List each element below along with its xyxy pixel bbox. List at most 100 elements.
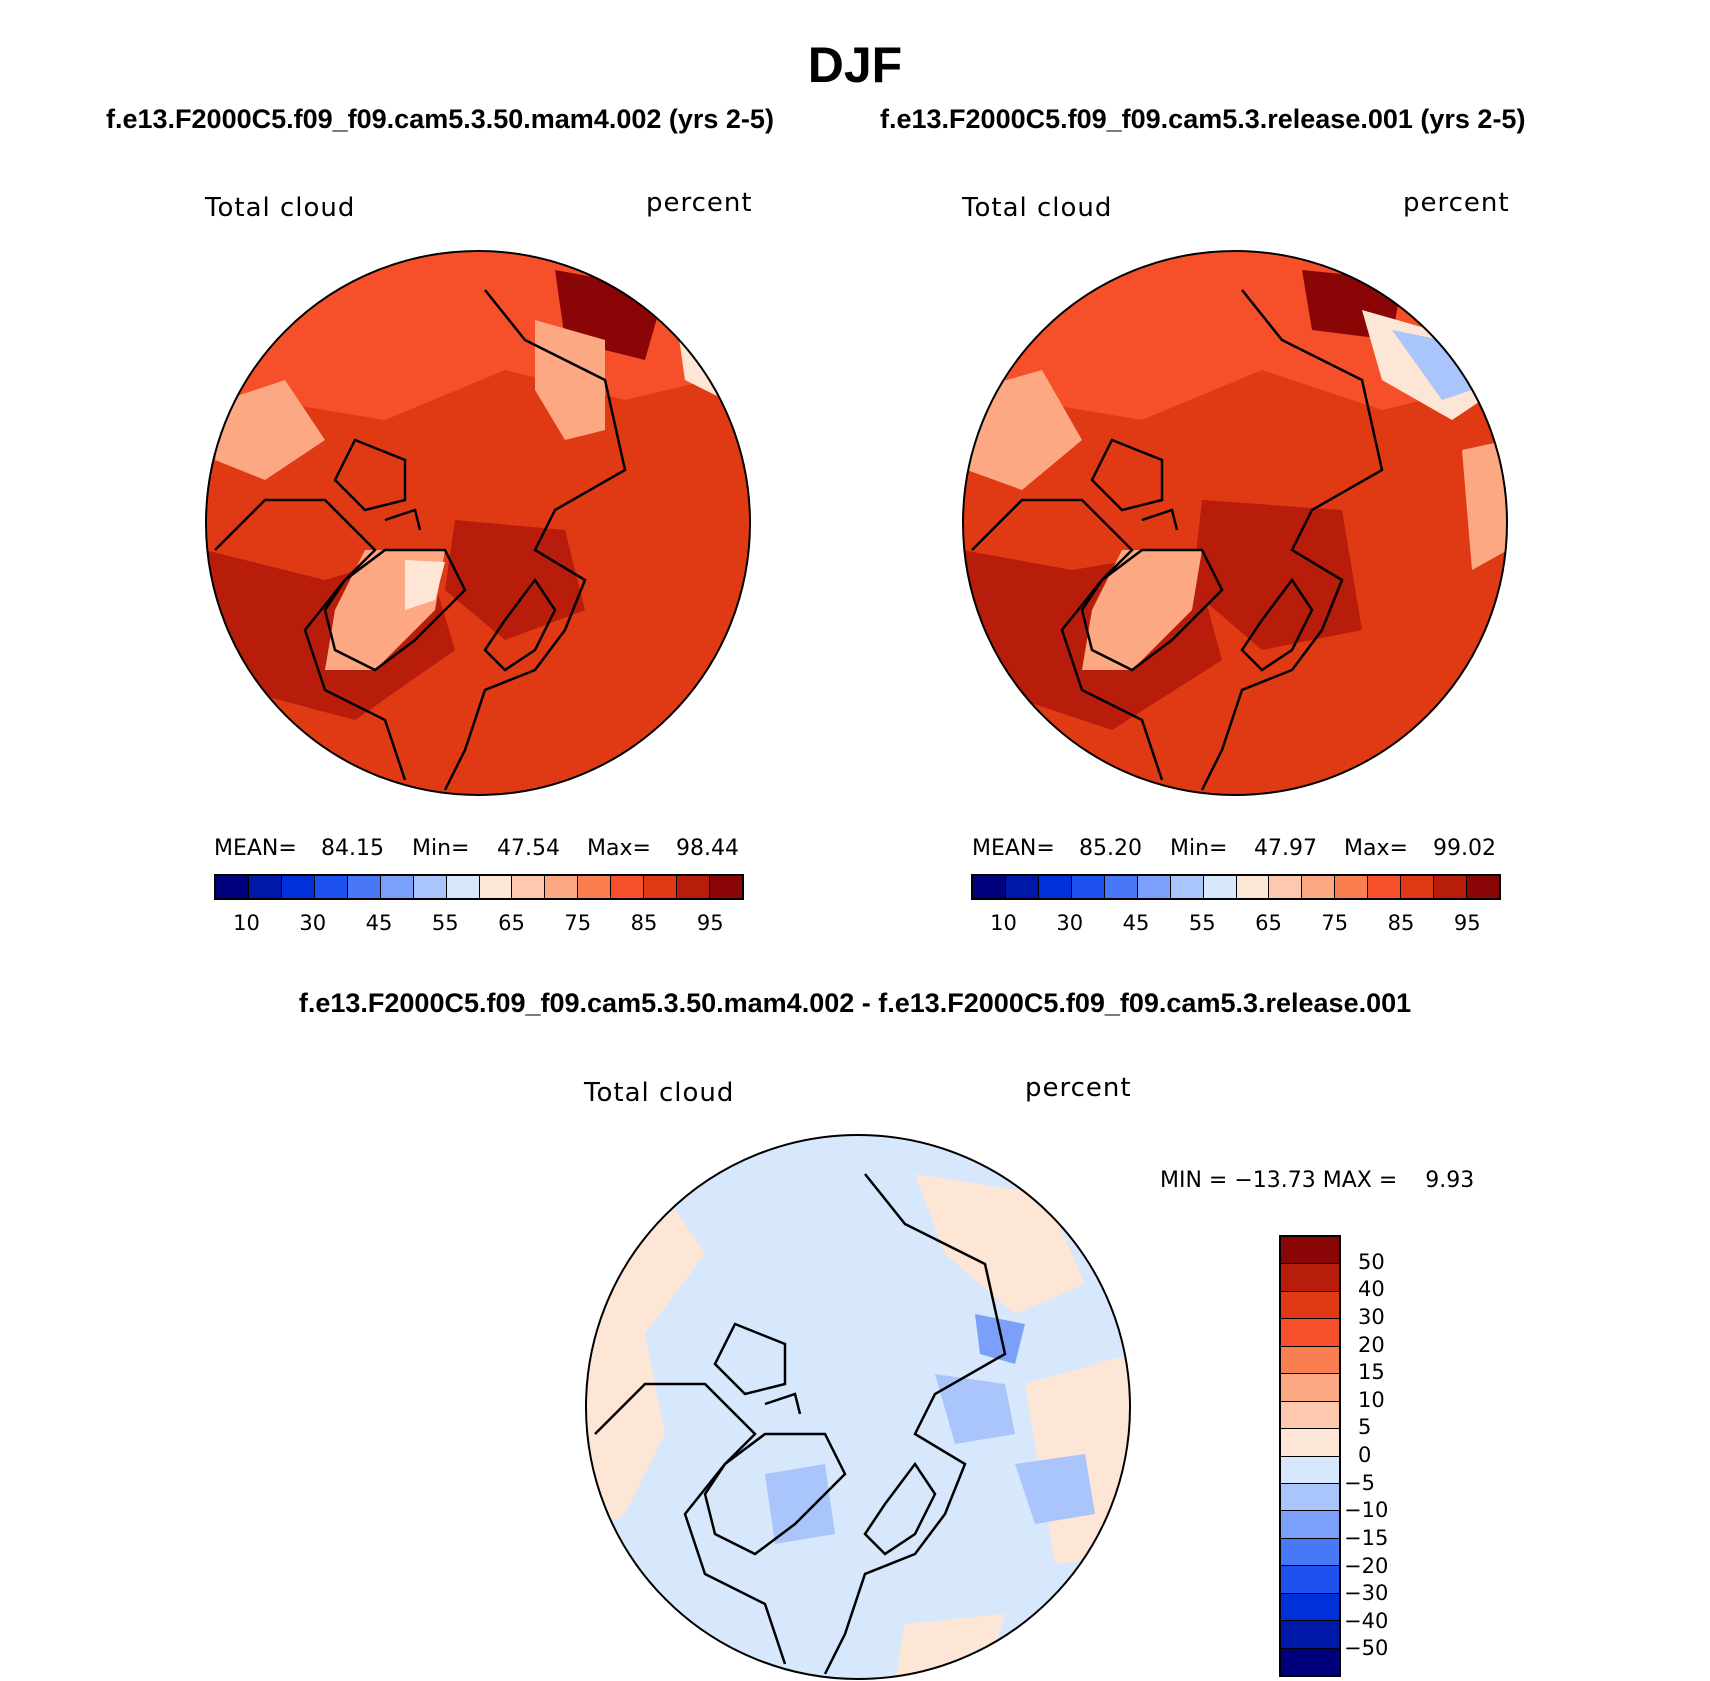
diff-field-neg-2: [765, 1464, 835, 1544]
diff-colorbar-swatch-3: [1281, 1319, 1339, 1347]
left-colorbar-swatch-0: [216, 876, 249, 898]
diff-colorbar-swatch-9: [1281, 1483, 1339, 1512]
left-variable-label: Total cloud: [205, 193, 356, 223]
right-units-label: percent: [1403, 188, 1510, 218]
coastline-greenland: [703, 1432, 847, 1556]
diff-colorbar-swatch-4: [1281, 1346, 1339, 1375]
left-colorbar-swatch-4: [347, 876, 381, 898]
cloud-field-light-e: [1462, 440, 1507, 570]
right-colorbar-swatch-7: [1203, 876, 1237, 898]
right-polar-map: [962, 250, 1508, 796]
right-colorbar-swatch-6: [1170, 876, 1204, 898]
diff-colorbar-tick-label: 20: [1358, 1332, 1385, 1357]
left-max-label: Max=: [587, 836, 651, 861]
coastline-greenland: [1080, 548, 1224, 672]
right-colorbar-tick-label: 55: [1188, 911, 1216, 935]
right-colorbar-swatch-0: [973, 876, 1006, 898]
right-colorbar-swatch-1: [1005, 876, 1039, 898]
cloud-field-blue-ne: [1392, 330, 1472, 400]
right-variable-label: Total cloud: [962, 193, 1113, 223]
diff-colorbar-swatch-6: [1281, 1401, 1339, 1430]
left-colorbar-swatch-7: [446, 876, 480, 898]
right-colorbar-swatch-14: [1434, 876, 1468, 898]
figure-title: DJF: [807, 37, 903, 93]
left-colorbar-swatch-11: [578, 876, 612, 898]
diff-colorbar-swatch-13: [1281, 1593, 1339, 1622]
diff-colorbar-tick-label: −15: [1344, 1525, 1389, 1550]
diff-colorbar-tick-label: 50: [1358, 1249, 1385, 1274]
diff-colorbar-swatch-14: [1281, 1621, 1339, 1649]
diff-panel-subtitle: f.e13.F2000C5.f09_f09.cam5.3.50.mam4.002…: [298, 988, 1412, 1018]
left-mean-value: 84.15: [321, 836, 384, 861]
left-colorbar-swatch-12: [611, 876, 645, 898]
left-colorbar-swatch-5: [380, 876, 414, 898]
right-colorbar-tick-label: 85: [1387, 911, 1415, 935]
left-colorbar-swatch-8: [479, 876, 513, 898]
left-min-value: 47.54: [497, 836, 560, 861]
right-colorbar-tick-label: 45: [1122, 911, 1150, 935]
diff-colorbar-swatch-0: [1281, 1237, 1339, 1265]
diff-colorbar-swatch-12: [1281, 1566, 1339, 1594]
right-colorbar-swatch-10: [1302, 876, 1336, 898]
left-colorbar-tick-label: 10: [233, 911, 260, 935]
right-colorbar-swatch-13: [1401, 876, 1435, 898]
right-colorbar-tick-label: 75: [1321, 911, 1349, 935]
diff-polar-map: [585, 1134, 1131, 1680]
right-colorbar-tick-label: 10: [990, 911, 1017, 935]
diff-colorbar-tick-label: 15: [1358, 1360, 1385, 1385]
left-colorbar-ticks: 10 30 45 55 65 75 85 95: [214, 911, 744, 939]
diff-field-neg-4: [1015, 1454, 1095, 1524]
right-colorbar-swatch-12: [1368, 876, 1402, 898]
right-max-value: 99.02: [1433, 836, 1496, 861]
left-colorbar-swatch-3: [314, 876, 348, 898]
left-units-label: percent: [646, 188, 753, 218]
diff-colorbar-swatch-10: [1281, 1511, 1339, 1539]
diff-colorbar-swatch-8: [1281, 1456, 1339, 1484]
right-colorbar: [971, 874, 1501, 900]
left-colorbar-tick-label: 95: [696, 911, 724, 935]
left-colorbar-swatch-14: [677, 876, 711, 898]
left-mean-label: MEAN=: [214, 836, 297, 861]
diff-colorbar-tick-label: 10: [1358, 1387, 1385, 1412]
left-colorbar-tick-label: 30: [299, 911, 327, 935]
diff-colorbar-tick-label: −20: [1344, 1553, 1389, 1578]
coastline-greenland: [323, 548, 467, 672]
cloud-field-light-n: [535, 320, 605, 440]
right-colorbar-swatch-15: [1467, 876, 1499, 898]
diff-colorbar-tick-label: 30: [1358, 1304, 1385, 1329]
left-colorbar-tick-label: 75: [564, 911, 592, 935]
left-colorbar-tick-label: 55: [431, 911, 459, 935]
diff-field-pos-ne: [915, 1174, 1085, 1314]
coastline-arctic-islands: [333, 438, 422, 531]
right-min-value: 47.97: [1254, 836, 1317, 861]
left-colorbar-swatch-2: [281, 876, 315, 898]
left-colorbar-swatch-15: [710, 876, 742, 898]
right-mean-label: MEAN=: [972, 836, 1055, 861]
left-colorbar-swatch-10: [545, 876, 579, 898]
cloud-field-dark2: [1192, 500, 1362, 650]
left-colorbar-swatch-1: [248, 876, 282, 898]
diff-variable-label: Total cloud: [584, 1078, 735, 1108]
greenland-palest: [405, 560, 445, 610]
diff-field-neg-3: [975, 1314, 1025, 1364]
diff-colorbar-tick-label: 40: [1358, 1277, 1385, 1302]
diff-colorbar-swatch-11: [1281, 1538, 1339, 1567]
diff-colorbar: [1279, 1235, 1341, 1677]
diff-colorbar-swatch-5: [1281, 1374, 1339, 1402]
coastline-eurasia: [443, 289, 627, 791]
diff-field-neg-1: [935, 1374, 1015, 1444]
diff-colorbar-swatch-1: [1281, 1264, 1339, 1292]
diff-colorbar-tick-label: −30: [1344, 1581, 1389, 1606]
diff-colorbar-ticks: 50 40 30 20 15 10 5 0 −5 −10 −15 −20 −30 −40 −50: [1344, 1235, 1434, 1677]
right-colorbar-tick-label: 30: [1056, 911, 1084, 935]
right-colorbar-tick-label: 65: [1255, 911, 1282, 935]
diff-colorbar-tick-label: −10: [1344, 1498, 1389, 1523]
diff-colorbar-swatch-7: [1281, 1429, 1339, 1457]
right-colorbar-swatch-11: [1335, 876, 1369, 898]
diff-units-label: percent: [1025, 1073, 1132, 1103]
diff-colorbar-swatch-15: [1281, 1648, 1339, 1675]
left-max-value: 98.44: [676, 836, 739, 861]
coastline-arctic-islands: [713, 1322, 802, 1415]
right-colorbar-ticks: 10 30 45 55 65 75 85 95: [971, 911, 1501, 939]
diff-colorbar-tick-label: −50: [1344, 1636, 1389, 1661]
